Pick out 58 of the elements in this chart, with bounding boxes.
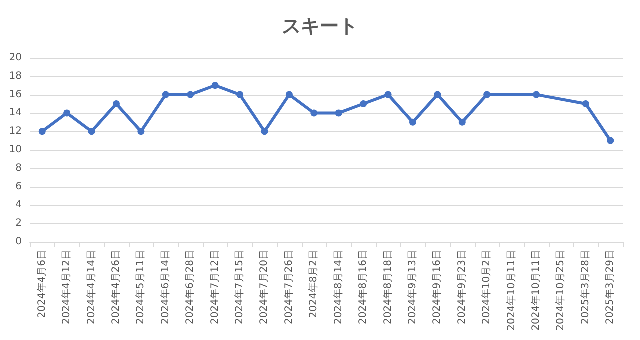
point — [310, 110, 318, 117]
point — [582, 100, 590, 108]
point — [434, 91, 442, 98]
x-tick-label: 2024年5月11日 — [134, 250, 147, 325]
x-tick-label: 2024年9月13日 — [406, 250, 418, 325]
point — [187, 91, 194, 98]
y-tick-label: 18 — [9, 70, 22, 82]
point — [64, 110, 71, 117]
y-tick-label: 0 — [16, 236, 22, 248]
point — [286, 91, 293, 98]
y-tick-label: 14 — [9, 108, 22, 119]
x-tick-label: 2024年4月14日 — [85, 250, 98, 325]
x-tick-label: 2024年7月26日 — [282, 250, 295, 325]
chart-title: スキート — [282, 16, 358, 38]
point — [236, 91, 244, 98]
x-tick-label: 2024年8月16日 — [357, 250, 370, 325]
y-tick-label: 20 — [9, 52, 22, 64]
x-tick-label: 2024年9月16日 — [431, 250, 444, 325]
point — [335, 110, 342, 117]
x-tick-label: 2024年8月14日 — [332, 250, 344, 325]
point — [138, 128, 145, 136]
x-tick-label: 2024年7月12日 — [208, 250, 221, 325]
x-tick-label: 2025年3月28日 — [579, 250, 592, 325]
y-tick-label: 8 — [16, 162, 22, 174]
x-tick-label: 2024年6月28日 — [184, 250, 196, 325]
point — [38, 128, 46, 136]
x-tick-label: 2024年4月12日 — [60, 250, 73, 325]
y-tick-label: 6 — [16, 181, 22, 192]
x-tick-label: 2025年3月29日 — [604, 250, 616, 325]
x-tick-label: 2024年6月14日 — [159, 250, 172, 325]
x-tick-label: 2024年10月11日 — [505, 250, 518, 331]
point — [384, 91, 392, 98]
point — [162, 91, 170, 98]
x-tick-label: 2024年9月23日 — [456, 250, 468, 325]
point — [409, 118, 416, 126]
point — [458, 118, 466, 126]
y-tick-label: 10 — [9, 144, 22, 156]
point — [261, 128, 268, 136]
x-tick-label: 2024年4月26日 — [110, 250, 122, 325]
point — [533, 91, 540, 98]
point — [484, 91, 491, 98]
point — [112, 100, 120, 108]
point — [607, 137, 614, 144]
x-tick-label: 2024年8月18日 — [382, 250, 394, 325]
point — [360, 100, 368, 108]
x-tick-label: 2024年10月2日 — [480, 250, 493, 325]
x-tick-label: 2024年4月6日 — [36, 250, 48, 318]
y-tick-label: 2 — [16, 218, 22, 230]
x-tick-label: 2024年10月11日 — [530, 250, 542, 331]
x-tick-label: 2024年7月15日 — [234, 250, 246, 325]
x-tick-label: 2024年10月25日 — [554, 250, 567, 331]
x-tick-label: 2024年8月2日 — [308, 250, 320, 318]
point — [88, 128, 96, 136]
x-tick-label: 2024年7月20日 — [258, 250, 270, 325]
y-tick-label: 4 — [16, 200, 22, 211]
y-tick-label: 16 — [9, 89, 22, 100]
point — [212, 82, 219, 90]
y-tick-label: 12 — [9, 126, 22, 138]
